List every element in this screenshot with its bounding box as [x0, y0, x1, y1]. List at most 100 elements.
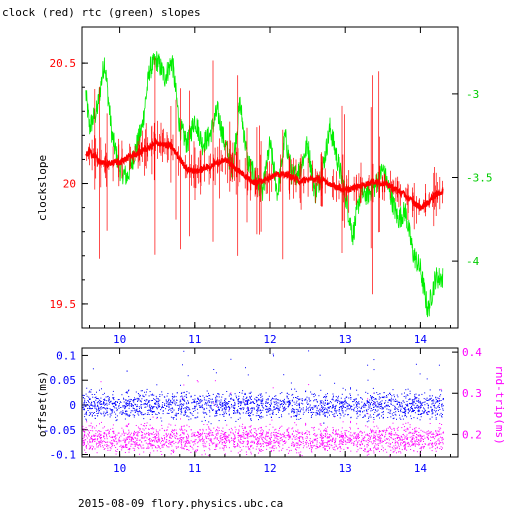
- magenta-rnd-trip-point: [137, 446, 139, 448]
- blue-offset-point: [326, 399, 328, 401]
- magenta-rnd-trip-point: [247, 442, 249, 444]
- blue-offset-point: [130, 405, 132, 407]
- magenta-rnd-trip-point: [392, 448, 394, 450]
- blue-offset-point: [221, 405, 223, 407]
- blue-offset-point: [400, 409, 401, 411]
- blue-offset-point: [173, 400, 175, 402]
- magenta-rnd-trip-point: [181, 448, 183, 450]
- magenta-rnd-trip-point: [254, 436, 256, 438]
- blue-offset-point: [323, 408, 325, 410]
- magenta-rnd-trip-point: [330, 435, 332, 437]
- blue-offset-point: [332, 405, 334, 407]
- blue-offset-point: [128, 407, 130, 409]
- blue-offset-point: [427, 407, 429, 409]
- blue-offset-point: [305, 410, 307, 412]
- magenta-rnd-trip-point: [159, 448, 161, 450]
- blue-offset-point: [418, 411, 420, 413]
- blue-offset-point: [108, 399, 110, 401]
- magenta-rnd-trip-point: [399, 437, 401, 439]
- bottom-y-left-tick-label: 0.1: [56, 349, 76, 362]
- magenta-rnd-trip-point: [312, 427, 314, 429]
- magenta-rnd-trip-point: [171, 440, 173, 442]
- blue-offset-point: [409, 393, 411, 395]
- magenta-rnd-trip-point: [194, 433, 195, 435]
- magenta-rnd-trip-point: [162, 443, 164, 445]
- magenta-rnd-trip-point: [131, 438, 133, 439]
- blue-offset-point: [416, 417, 418, 419]
- blue-offset-point: [209, 401, 210, 403]
- magenta-rnd-trip-point: [116, 448, 118, 450]
- blue-offset-point: [295, 415, 296, 417]
- bottom-x-tick-label: 14: [414, 462, 428, 475]
- blue-offset-point: [422, 402, 423, 404]
- magenta-rnd-trip-point: [112, 439, 114, 441]
- magenta-rnd-trip-point: [207, 433, 209, 434]
- magenta-rnd-trip-point: [117, 432, 119, 434]
- blue-offset-point: [86, 419, 87, 421]
- blue-offset-point: [249, 396, 251, 398]
- blue-offset-point: [387, 401, 389, 403]
- blue-offset-point: [137, 401, 139, 402]
- magenta-rnd-trip-point: [246, 437, 248, 439]
- magenta-rnd-trip-point: [267, 431, 269, 433]
- magenta-rnd-trip-point: [148, 439, 150, 441]
- blue-offset-point: [379, 393, 381, 395]
- magenta-rnd-trip-point: [241, 443, 243, 444]
- magenta-rnd-trip-point: [158, 446, 160, 448]
- magenta-rnd-trip-point: [92, 426, 94, 428]
- magenta-rnd-trip-point: [398, 440, 400, 441]
- magenta-rnd-trip-point: [301, 436, 303, 438]
- magenta-rnd-trip-point: [242, 445, 244, 447]
- magenta-rnd-trip-point: [197, 436, 199, 438]
- magenta-rnd-trip-point: [273, 442, 275, 444]
- blue-offset-point: [156, 400, 158, 402]
- blue-offset-point: [183, 350, 185, 352]
- magenta-rnd-trip-point: [247, 443, 249, 445]
- magenta-rnd-trip-point: [364, 436, 366, 438]
- blue-offset-point: [180, 413, 182, 415]
- blue-offset-point: [341, 409, 343, 411]
- magenta-rnd-trip-point: [190, 451, 192, 453]
- magenta-rnd-trip-point: [441, 439, 443, 441]
- magenta-rnd-trip-point: [245, 437, 246, 439]
- blue-offset-point: [334, 408, 336, 410]
- magenta-rnd-trip-point: [90, 437, 92, 438]
- blue-offset-point: [403, 407, 404, 409]
- magenta-rnd-trip-point: [423, 431, 425, 433]
- blue-offset-point: [206, 413, 208, 415]
- magenta-rnd-trip-point: [232, 432, 234, 434]
- blue-offset-point: [144, 391, 146, 393]
- magenta-rnd-trip-point: [296, 452, 298, 454]
- blue-offset-point: [194, 405, 195, 407]
- blue-offset-point: [337, 402, 338, 404]
- magenta-rnd-trip-point: [154, 441, 156, 443]
- magenta-rnd-trip-point: [302, 433, 303, 435]
- blue-offset-point-group: [82, 350, 444, 425]
- magenta-rnd-trip-point: [327, 441, 329, 443]
- magenta-rnd-trip-point: [180, 429, 182, 431]
- magenta-rnd-trip-point: [407, 429, 409, 431]
- magenta-rnd-trip-point: [140, 423, 142, 425]
- magenta-rnd-trip-point: [234, 444, 235, 445]
- blue-offset-point: [424, 392, 426, 394]
- blue-offset-point: [96, 391, 97, 393]
- magenta-rnd-trip-point: [238, 440, 240, 442]
- magenta-rnd-trip-point: [197, 432, 199, 433]
- magenta-rnd-trip-point: [126, 424, 128, 426]
- magenta-rnd-trip-point: [342, 444, 344, 445]
- blue-offset-point: [331, 407, 333, 409]
- blue-offset-point: [209, 395, 211, 397]
- magenta-rnd-trip-point: [362, 432, 363, 434]
- bottom-y-left-tick-label: 0: [69, 399, 76, 412]
- magenta-rnd-trip-point: [414, 441, 416, 443]
- magenta-rnd-trip-point: [311, 427, 313, 429]
- magenta-rnd-trip-point: [215, 445, 217, 447]
- blue-offset-point: [112, 403, 113, 405]
- magenta-rnd-trip-point: [135, 437, 136, 439]
- blue-offset-point: [395, 408, 396, 410]
- magenta-rnd-trip-point: [129, 436, 131, 438]
- magenta-rnd-trip-point: [240, 436, 242, 438]
- magenta-rnd-trip-point: [82, 440, 84, 442]
- magenta-rnd-trip-point: [356, 451, 358, 453]
- magenta-rnd-trip-point: [390, 436, 392, 438]
